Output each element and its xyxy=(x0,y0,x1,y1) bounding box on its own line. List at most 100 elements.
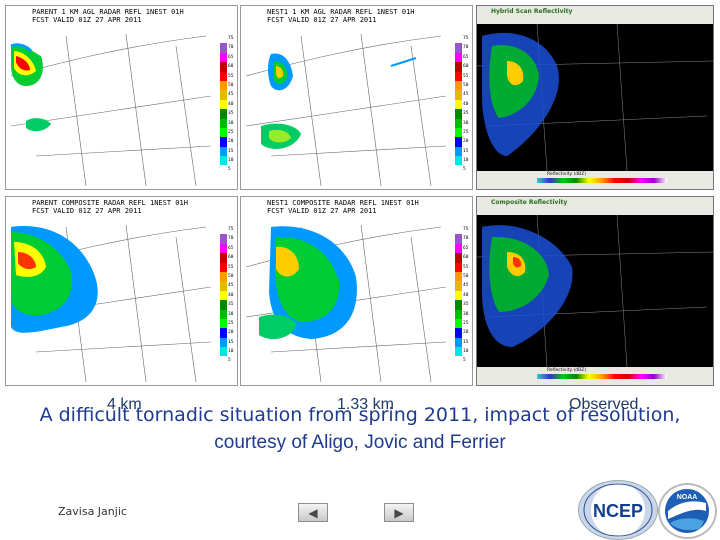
colorbar-swatch xyxy=(220,243,227,254)
colorbar-value: 70 xyxy=(463,45,469,51)
colorbar-value: 35 xyxy=(463,302,469,308)
nest-1km-radar-panel: NEST1 1 KM AGL RADAR REFL 1NEST 01H FCST… xyxy=(240,5,473,190)
colorbar-swatch xyxy=(455,225,462,235)
colorbar-swatch xyxy=(455,137,462,147)
colorbar-swatch xyxy=(455,146,462,157)
colorbar-value: 65 xyxy=(463,245,469,251)
colorbar-swatch xyxy=(220,109,227,119)
caption-line-2: courtesy of Aligo, Jovic and Ferrier xyxy=(214,432,506,453)
colorbar-value: 60 xyxy=(228,255,234,261)
colorbar-swatch xyxy=(455,118,462,128)
colorbar-value: 50 xyxy=(228,82,234,88)
observed-map xyxy=(477,23,713,172)
colorbar-swatch xyxy=(455,309,462,319)
noaa-emblem-icon: NOAA xyxy=(665,489,709,533)
colorbar-value: 5 xyxy=(228,358,231,364)
colorbar-value: 20 xyxy=(228,139,234,145)
colorbar-value: 10 xyxy=(463,158,469,164)
ncep-emblem-icon: NCEP xyxy=(583,483,653,537)
colorbar-value: 40 xyxy=(463,292,469,298)
colorbar-value: 10 xyxy=(228,349,234,355)
colorbar-value: 25 xyxy=(228,129,234,135)
caption-line-1: A difficult tornadic situation from spri… xyxy=(39,404,681,426)
obs-product-label: Reflectivity (dBZ) xyxy=(547,368,587,373)
colorbar-swatch xyxy=(455,300,462,310)
colorbar-swatch xyxy=(455,99,462,110)
colorbar-swatch xyxy=(220,234,227,244)
arrow-right-icon: ▶ xyxy=(394,505,404,520)
colorbar-swatch xyxy=(220,225,227,235)
colorbar-value: 20 xyxy=(463,330,469,336)
colorbar-swatch xyxy=(220,156,227,166)
colorbar-swatch xyxy=(455,127,462,138)
label-4km: 4 km xyxy=(107,396,142,413)
colorbar-swatch xyxy=(455,337,462,348)
colorbar-swatch xyxy=(455,243,462,254)
colorbar-value: 35 xyxy=(228,111,234,117)
colorbar-value: 45 xyxy=(228,92,234,98)
next-slide-button[interactable]: ▶ xyxy=(384,503,414,522)
colorbar-swatch xyxy=(455,34,462,44)
colorbar-value: 40 xyxy=(463,101,469,107)
forecast-map xyxy=(10,224,212,383)
colorbar-swatch xyxy=(455,52,462,63)
panel-title: NEST1 COMPOSITE RADAR REFL 1NEST 01H FCS… xyxy=(267,199,419,215)
colorbar-labels: 75 70 65 60 55 50 45 40 35 30 25 20 15 10 5 xyxy=(228,225,236,366)
nest-composite-radar-panel: NEST1 COMPOSITE RADAR REFL 1NEST 01H FCS… xyxy=(240,196,473,386)
obs-footer: Reflectivity (dBZ) xyxy=(477,171,713,189)
obs-title: Composite Reflectivity xyxy=(491,199,568,206)
colorbar-value: 35 xyxy=(463,111,469,117)
colorbar-swatch xyxy=(220,328,227,338)
colorbar-swatch xyxy=(220,127,227,138)
colorbar-swatch xyxy=(220,356,227,366)
colorbar-value: 45 xyxy=(228,283,234,289)
colorbar-swatch xyxy=(220,309,227,319)
colorbar-swatch xyxy=(220,262,227,272)
previous-slide-button[interactable]: ◀ xyxy=(298,503,328,522)
colorbar-swatch xyxy=(455,253,462,263)
colorbar-swatch xyxy=(455,62,462,72)
colorbar-value: 5 xyxy=(463,167,466,173)
colorbar-labels: 75 70 65 60 55 50 45 40 35 30 25 20 15 10 5 xyxy=(463,225,471,366)
panel-title: PARENT COMPOSITE RADAR REFL 1NEST 01H FC… xyxy=(32,199,188,215)
forecast-map xyxy=(10,33,212,187)
colorbar-value: 55 xyxy=(228,73,234,79)
colorbar-value: 5 xyxy=(228,167,231,173)
colorbar-value: 50 xyxy=(463,82,469,88)
colorbar-swatch xyxy=(455,318,462,329)
colorbar-value: 75 xyxy=(228,227,234,232)
colorbar-swatch xyxy=(220,281,227,291)
colorbar-value: 15 xyxy=(228,148,234,154)
author-name: Zavisa Janjic xyxy=(58,505,127,518)
colorbar-value: 30 xyxy=(463,311,469,317)
colorbar-value: 30 xyxy=(463,120,469,126)
colorbar-value: 20 xyxy=(228,330,234,336)
noaa-text: NOAA xyxy=(677,494,698,501)
forecast-map xyxy=(245,33,447,187)
noaa-logo: NOAA xyxy=(658,483,717,539)
colorbar-value: 10 xyxy=(228,158,234,164)
colorbar-value: 45 xyxy=(463,283,469,289)
colorbar-swatch xyxy=(220,80,227,91)
ncep-text: NCEP xyxy=(593,501,643,521)
colorbar-swatch xyxy=(455,71,462,81)
colorbar-swatch xyxy=(455,156,462,166)
colorbar-value: 35 xyxy=(228,302,234,308)
colorbar-value: 15 xyxy=(463,339,469,345)
colorbar-value: 75 xyxy=(228,36,234,41)
colorbar-value: 55 xyxy=(463,264,469,270)
colorbar xyxy=(220,225,227,366)
colorbar-swatch xyxy=(220,337,227,348)
observed-hybrid-reflectivity-panel: Hybrid Scan Reflectivity Reflectivity (d… xyxy=(476,5,714,190)
colorbar-labels: 75 70 65 60 55 50 45 40 35 30 25 20 15 10 5 xyxy=(228,34,236,175)
colorbar-swatch xyxy=(220,146,227,157)
colorbar-swatch xyxy=(220,165,227,175)
colorbar-swatch xyxy=(220,99,227,110)
parent-1km-radar-panel: PARENT 1 KM AGL RADAR REFL 1NEST 01H FCS… xyxy=(5,5,238,190)
colorbar-swatch xyxy=(220,118,227,128)
colorbar-swatch xyxy=(455,43,462,53)
panel-title: NEST1 1 KM AGL RADAR REFL 1NEST 01H FCST… xyxy=(267,8,415,24)
colorbar-value: 30 xyxy=(228,120,234,126)
panel-title: PARENT 1 KM AGL RADAR REFL 1NEST 01H FCS… xyxy=(32,8,184,24)
colorbar-swatch xyxy=(455,80,462,91)
